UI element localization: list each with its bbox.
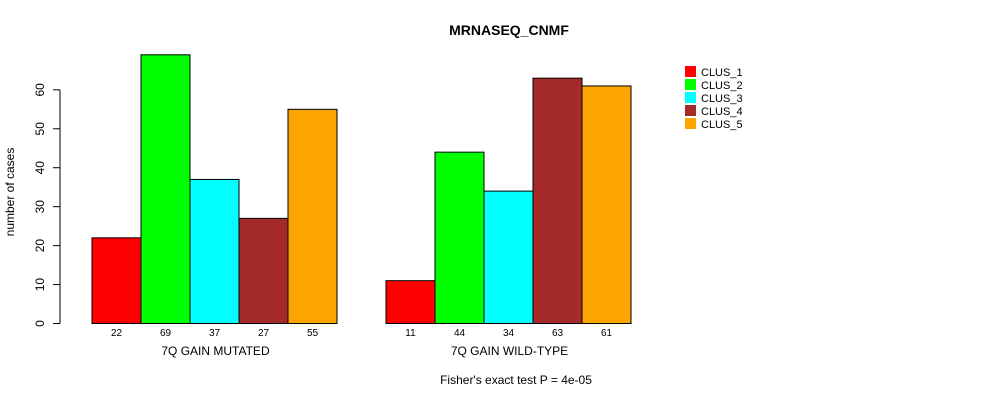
- count-label: 44: [454, 328, 466, 339]
- chart-title: MRNASEQ_CNMF: [449, 22, 569, 38]
- count-label: 34: [503, 328, 515, 339]
- bars: [91, 54, 632, 325]
- legend-swatch-clus-5: [685, 118, 696, 129]
- bar-clus-1-group-2: [385, 280, 436, 324]
- bar-clus-5-group-1: [287, 108, 338, 324]
- y-tick-label: 10: [33, 278, 47, 292]
- group-label-2: 7Q GAIN WILD-TYPE: [451, 344, 568, 358]
- y-tick-label: 20: [33, 239, 47, 253]
- legend-label: CLUS_5: [701, 119, 743, 131]
- count-label: 63: [552, 328, 564, 339]
- y-tick-label: 60: [33, 83, 47, 97]
- y-axis: 0 10 20 30 40 50 60: [33, 83, 61, 327]
- bar-clus-4-group-2: [532, 77, 583, 324]
- count-label: 27: [258, 328, 270, 339]
- bar-clus-4-group-1: [238, 217, 289, 324]
- count-label: 37: [209, 328, 221, 339]
- legend-swatch-clus-3: [685, 92, 696, 103]
- bar-clus-1-group-1: [91, 237, 142, 324]
- y-tick-label: 30: [33, 200, 47, 214]
- bar-clus-2-group-2: [434, 151, 485, 324]
- count-labels: 22 69 37 27 55 11 44 34 63 61: [111, 328, 613, 339]
- group-labels: 7Q GAIN MUTATED 7Q GAIN WILD-TYPE: [161, 344, 568, 358]
- bar-clus-5-group-2: [581, 85, 632, 324]
- y-tick-label: 0: [33, 320, 47, 327]
- y-axis-label: number of cases: [3, 148, 17, 237]
- bar-clus-2-group-1: [140, 54, 191, 325]
- legend-swatch-clus-4: [685, 105, 696, 116]
- legend-label: CLUS_2: [701, 80, 743, 92]
- legend-label: CLUS_3: [701, 93, 743, 105]
- legend-swatch-clus-1: [685, 66, 696, 77]
- group-label-1: 7Q GAIN MUTATED: [161, 344, 270, 358]
- legend-label: CLUS_1: [701, 67, 743, 79]
- count-label: 55: [307, 328, 319, 339]
- bar-clus-3-group-2: [483, 190, 534, 324]
- count-label: 61: [601, 328, 613, 339]
- y-tick-label: 50: [33, 122, 47, 136]
- y-tick-label: 40: [33, 161, 47, 175]
- count-label: 11: [405, 328, 416, 339]
- bar-clus-3-group-1: [189, 178, 240, 324]
- legend-swatch-clus-2: [685, 79, 696, 90]
- count-label: 22: [111, 328, 123, 339]
- fisher-test-note: Fisher's exact test P = 4e-05: [440, 373, 592, 387]
- legend-label: CLUS_4: [701, 106, 743, 118]
- count-label: 69: [160, 328, 172, 339]
